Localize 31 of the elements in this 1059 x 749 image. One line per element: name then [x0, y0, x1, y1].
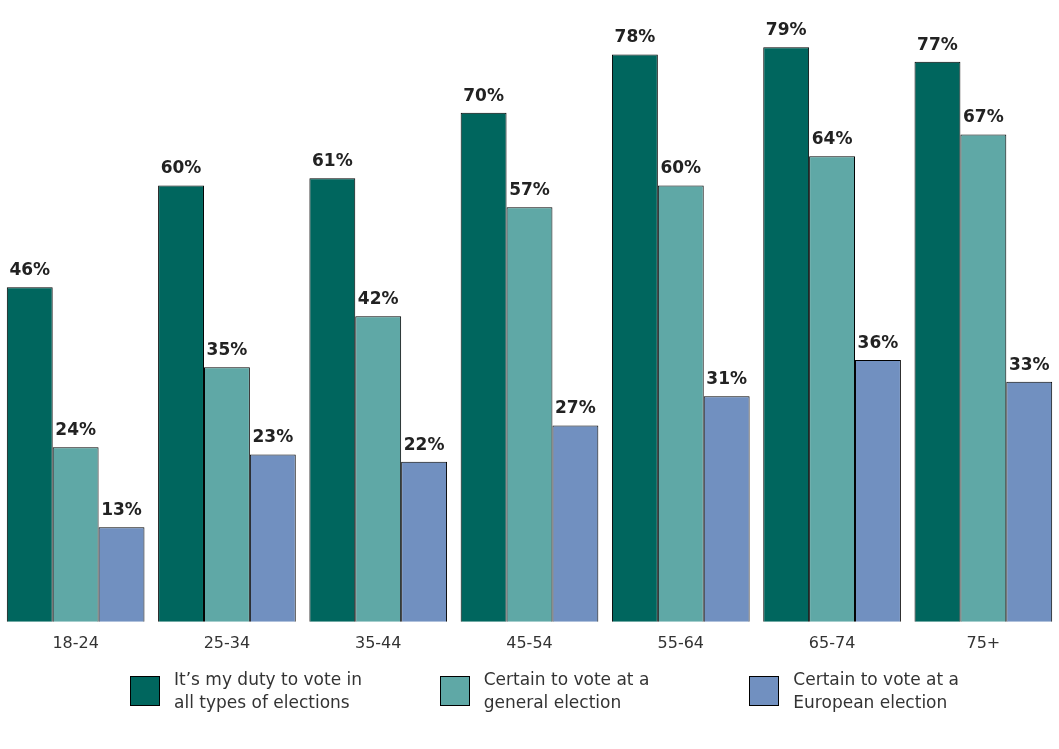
data-label: 23% [252, 426, 294, 447]
data-label: 31% [706, 368, 748, 389]
legend-label: Certain to vote at a general election [483, 668, 651, 714]
data-label: 33% [1008, 353, 1050, 374]
data-label: 24% [55, 419, 96, 440]
data-label: 13% [101, 499, 142, 520]
data-label: 60% [160, 157, 202, 178]
x-tick-label: 65-74 [808, 632, 856, 652]
data-label: 57% [509, 179, 550, 200]
x-tick-label: 35-44 [354, 632, 402, 652]
data-label: 60% [660, 157, 702, 178]
data-label: 35% [206, 339, 248, 360]
x-tick-label: 55-64 [657, 632, 705, 652]
data-label: 78% [614, 26, 656, 47]
data-label: 64% [811, 128, 853, 149]
data-label: 61% [311, 150, 353, 171]
legend-label: Certain to vote at a European election [793, 668, 960, 714]
data-label: 77% [917, 33, 958, 54]
data-label: 22% [403, 433, 445, 454]
x-tick-label: 45-54 [506, 632, 553, 652]
x-tick-label: 25-34 [203, 632, 251, 652]
data-label: 42% [357, 288, 399, 309]
data-label: 46% [9, 259, 51, 280]
x-tick-label: 75+ [966, 632, 1001, 652]
x-tick-label: 18-24 [52, 632, 99, 652]
data-label: 79% [765, 19, 807, 40]
data-label: 67% [963, 106, 1004, 127]
data-label: 27% [555, 397, 596, 418]
data-label: 70% [463, 84, 504, 105]
legend-label: It’s my duty to vote in all types of elections [174, 668, 364, 714]
data-label: 36% [857, 331, 899, 352]
